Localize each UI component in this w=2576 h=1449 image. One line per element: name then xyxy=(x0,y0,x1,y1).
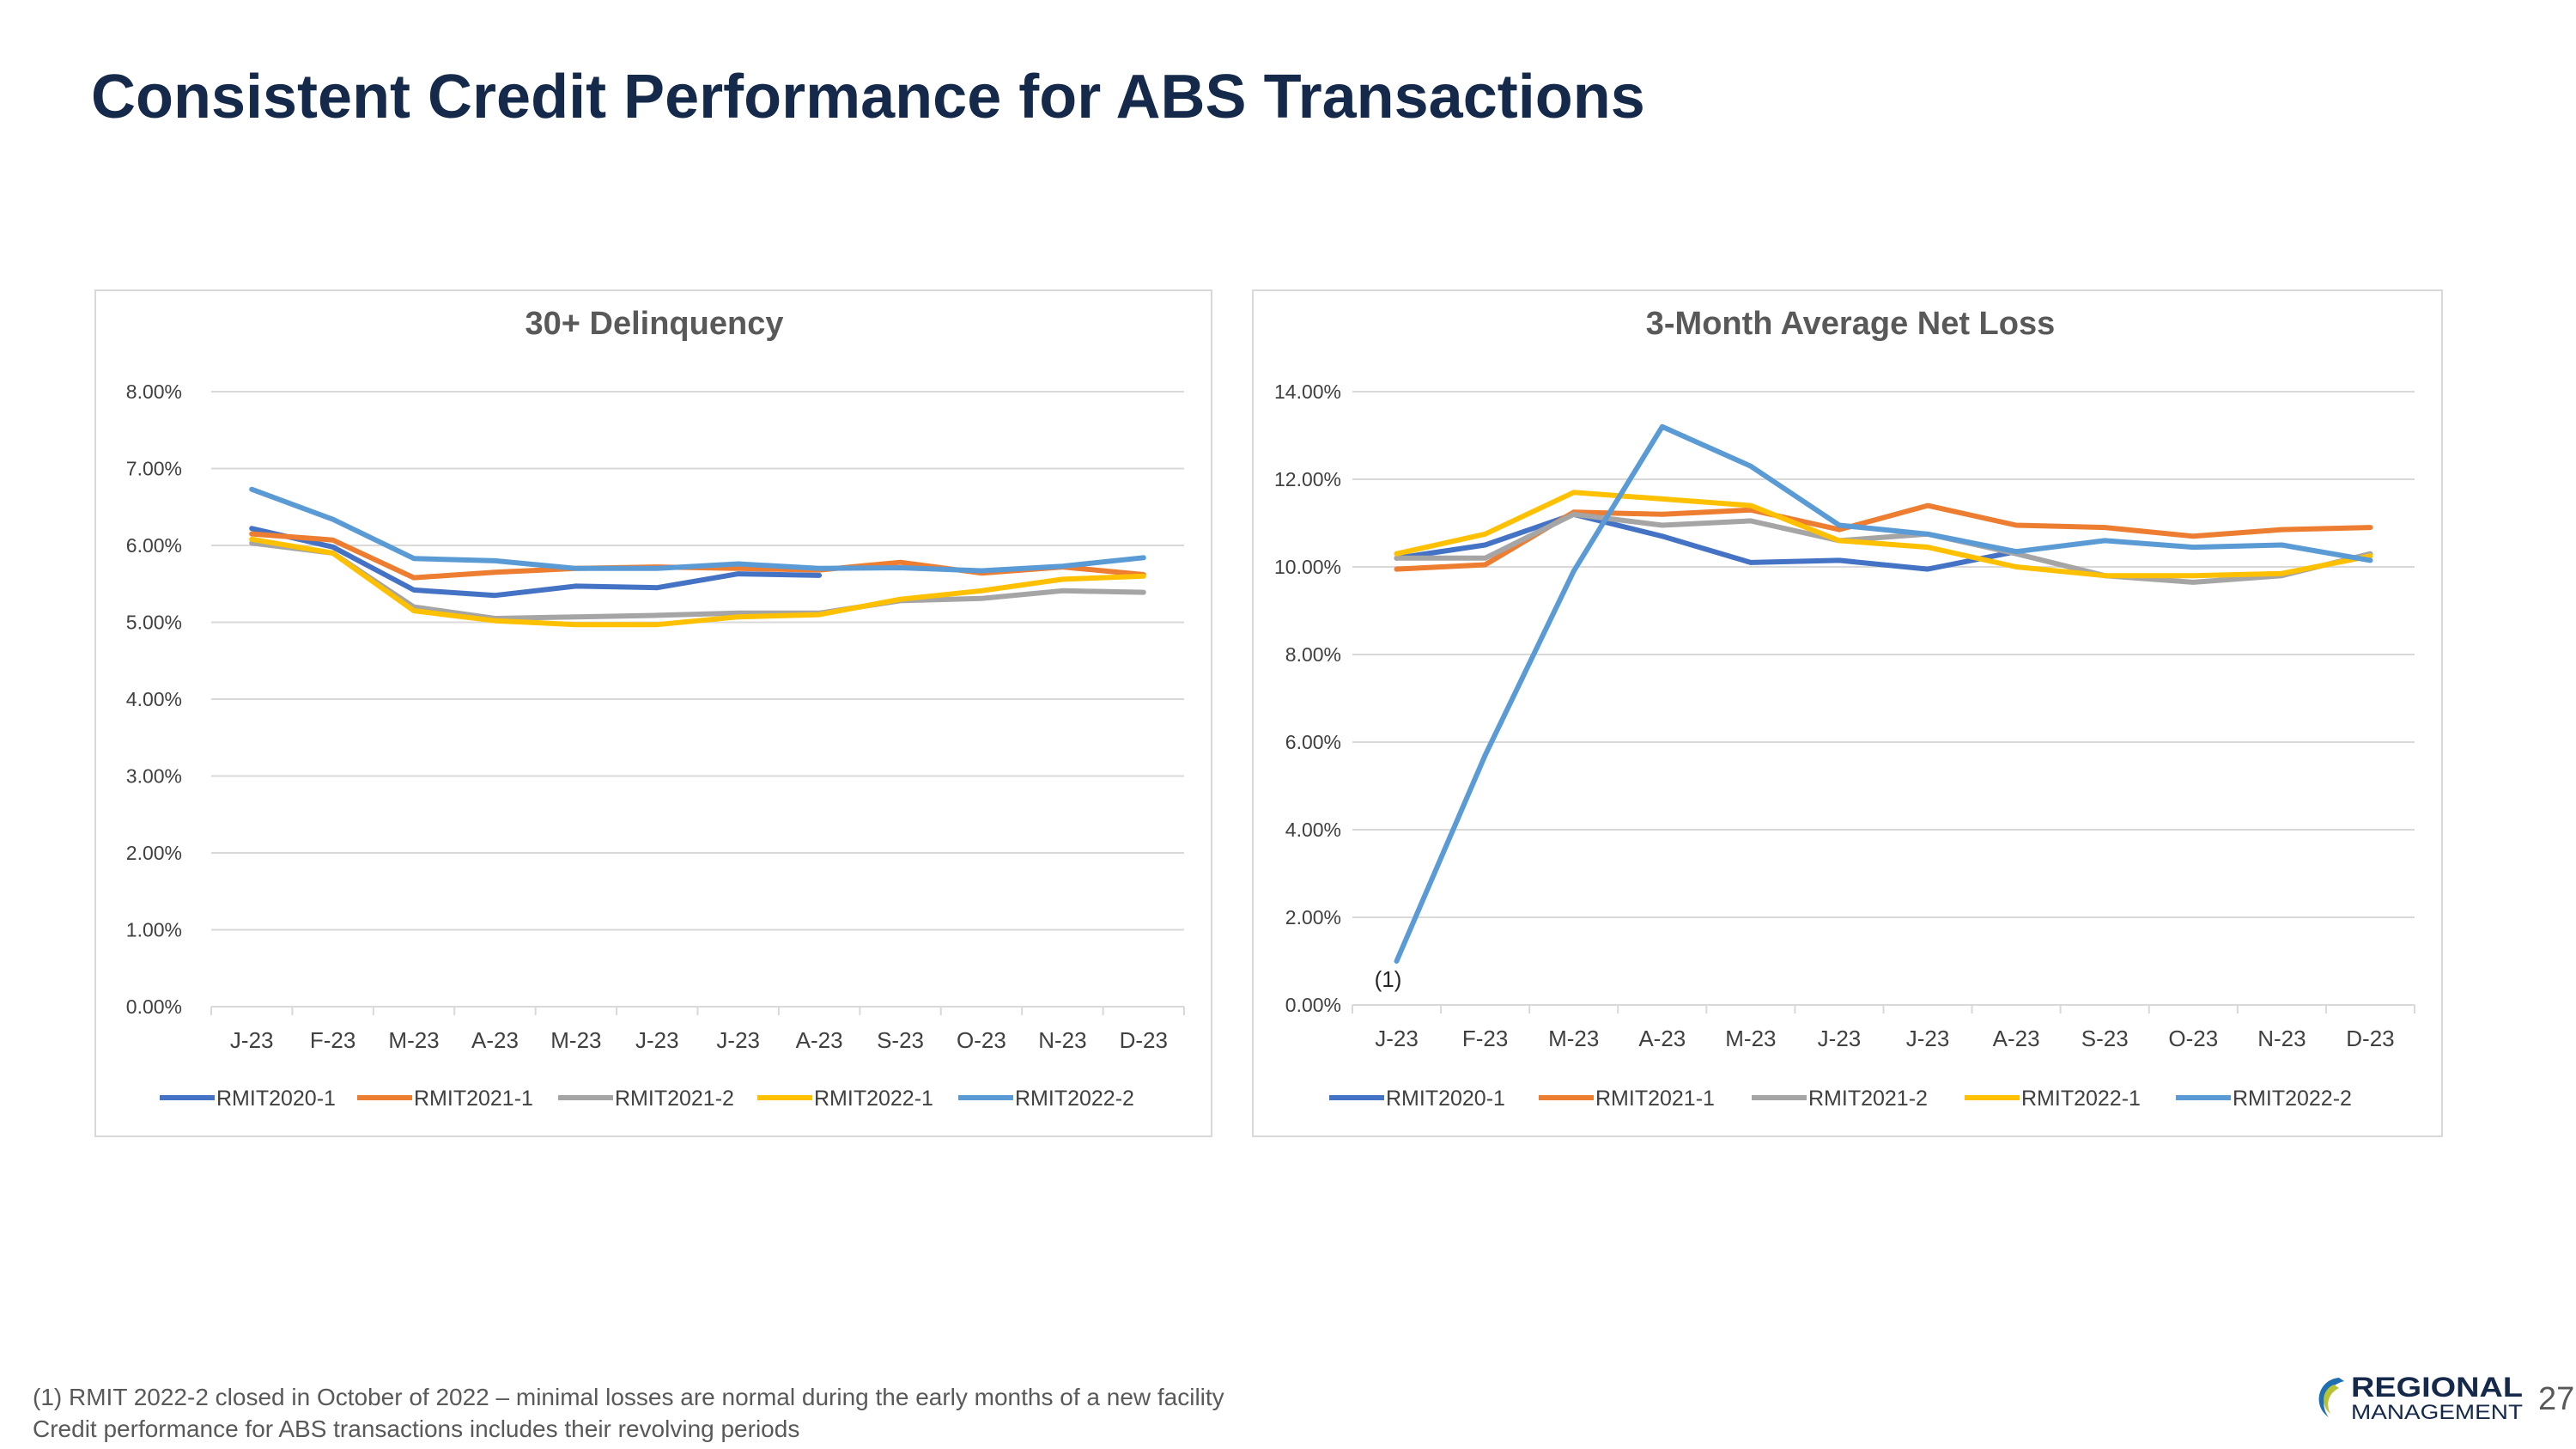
y-tick-label: 4.00% xyxy=(1285,819,1341,841)
logo-line-1: REGIONAL xyxy=(2351,1372,2523,1403)
legend-label: RMIT2022-2 xyxy=(2233,1087,2352,1111)
y-tick-label: 8.00% xyxy=(1285,643,1341,666)
annotation-label: (1) xyxy=(1375,966,1402,992)
x-tick-label: J-23 xyxy=(1818,1026,1862,1051)
series-line-rmit2022-2 xyxy=(249,486,1146,574)
x-tick-label: A-23 xyxy=(471,1027,519,1053)
chart-panel-delinquency: 30+ Delinquency 0.00% 1.00% 2.00% 3.00% 4.00%… xyxy=(94,289,1212,1137)
legend-label: RMIT2021-1 xyxy=(1595,1087,1715,1111)
legend-label: RMIT2020-1 xyxy=(1386,1087,1505,1111)
page-number: 27 xyxy=(2538,1381,2575,1417)
footnote-1: (1) RMIT 2022-2 closed in October of 202… xyxy=(33,1384,1224,1410)
chart-title: 3-Month Average Net Loss xyxy=(1646,306,2055,342)
logo-swoosh-icon xyxy=(2318,1378,2344,1417)
regional-management-logo: REGIONAL MANAGEMENT xyxy=(2318,1372,2523,1422)
legend-label: RMIT2021-2 xyxy=(615,1087,734,1111)
x-tick-label: A-23 xyxy=(796,1027,843,1053)
delinquency-chart: 30+ Delinquency 0.00% 1.00% 2.00% 3.00% 4.00%… xyxy=(126,306,1185,1111)
x-tick-label: D-23 xyxy=(2346,1026,2394,1051)
x-tick-label: J-23 xyxy=(1906,1026,1950,1051)
x-tick-label: J-23 xyxy=(716,1027,760,1053)
legend-label: RMIT2020-1 xyxy=(216,1087,336,1111)
y-tick-label: 0.00% xyxy=(126,995,182,1018)
series-line-rmit2022-1 xyxy=(249,536,1146,628)
y-tick-label: 6.00% xyxy=(126,534,182,557)
y-tick-label: 10.00% xyxy=(1274,556,1341,578)
x-tick-label: D-23 xyxy=(1120,1027,1168,1053)
legend-label: RMIT2021-1 xyxy=(414,1087,533,1111)
x-tick-label: M-23 xyxy=(1548,1026,1599,1051)
x-tick-label: A-23 xyxy=(1993,1026,2040,1051)
legend-label: RMIT2021-2 xyxy=(1808,1087,1928,1111)
x-tick-label: O-23 xyxy=(957,1027,1006,1053)
legend-label: RMIT2022-1 xyxy=(2021,1087,2141,1111)
y-tick-label: 8.00% xyxy=(126,381,182,403)
legend-label: RMIT2022-1 xyxy=(814,1087,933,1111)
net-loss-chart: 3-Month Average Net Loss 0.00% 2.00% 4.00% 6… xyxy=(1274,306,2415,1111)
x-tick-label: J-23 xyxy=(635,1027,679,1053)
x-tick-label: A-23 xyxy=(1638,1026,1686,1051)
y-tick-label: 4.00% xyxy=(126,688,182,710)
legend-label: RMIT2022-2 xyxy=(1015,1087,1134,1111)
y-tick-label: 1.00% xyxy=(126,919,182,941)
x-tick-label: S-23 xyxy=(2081,1026,2129,1051)
y-tick-label: 0.00% xyxy=(1285,994,1341,1016)
x-tick-label: O-23 xyxy=(2168,1026,2218,1051)
x-tick-label: N-23 xyxy=(2257,1026,2306,1051)
series-line-rmit2021-2 xyxy=(1394,511,2373,585)
logo-line-2: MANAGEMENT xyxy=(2351,1401,2523,1422)
series-line-rmit2020-1 xyxy=(249,526,823,599)
y-tick-label: 2.00% xyxy=(1285,906,1341,928)
series-line-rmit2021-2 xyxy=(249,540,1146,621)
y-tick-label: 14.00% xyxy=(1274,381,1341,403)
footnotes: (1) RMIT 2022-2 closed in October of 202… xyxy=(33,1381,1224,1445)
page-title: Consistent Credit Performance for ABS Tr… xyxy=(91,63,1645,131)
x-tick-label: S-23 xyxy=(877,1027,924,1053)
chart-title: 30+ Delinquency xyxy=(526,306,784,342)
x-tick-label: J-23 xyxy=(1375,1026,1419,1051)
series-line-rmit2022-1 xyxy=(1394,490,2373,579)
x-tick-label: F-23 xyxy=(1462,1026,1508,1051)
x-tick-label: J-23 xyxy=(230,1027,274,1053)
y-tick-label: 3.00% xyxy=(126,765,182,788)
y-tick-label: 7.00% xyxy=(126,458,182,480)
y-tick-label: 12.00% xyxy=(1274,468,1341,490)
y-tick-label: 2.00% xyxy=(126,842,182,864)
chart-panel-net-loss: 3-Month Average Net Loss 0.00% 2.00% 4.00% 6… xyxy=(1252,289,2443,1137)
y-tick-label: 6.00% xyxy=(1285,731,1341,753)
y-tick-label: 5.00% xyxy=(126,612,182,634)
footnote-2: Credit performance for ABS transactions … xyxy=(33,1416,800,1442)
series-line-rmit2022-2 xyxy=(1394,423,2373,964)
x-tick-label: F-23 xyxy=(310,1027,355,1053)
x-tick-label: M-23 xyxy=(1725,1026,1776,1051)
x-tick-label: M-23 xyxy=(388,1027,439,1053)
series-line-rmit2020-1 xyxy=(1394,511,2020,572)
x-tick-label: N-23 xyxy=(1038,1027,1086,1053)
x-tick-label: M-23 xyxy=(550,1027,601,1053)
